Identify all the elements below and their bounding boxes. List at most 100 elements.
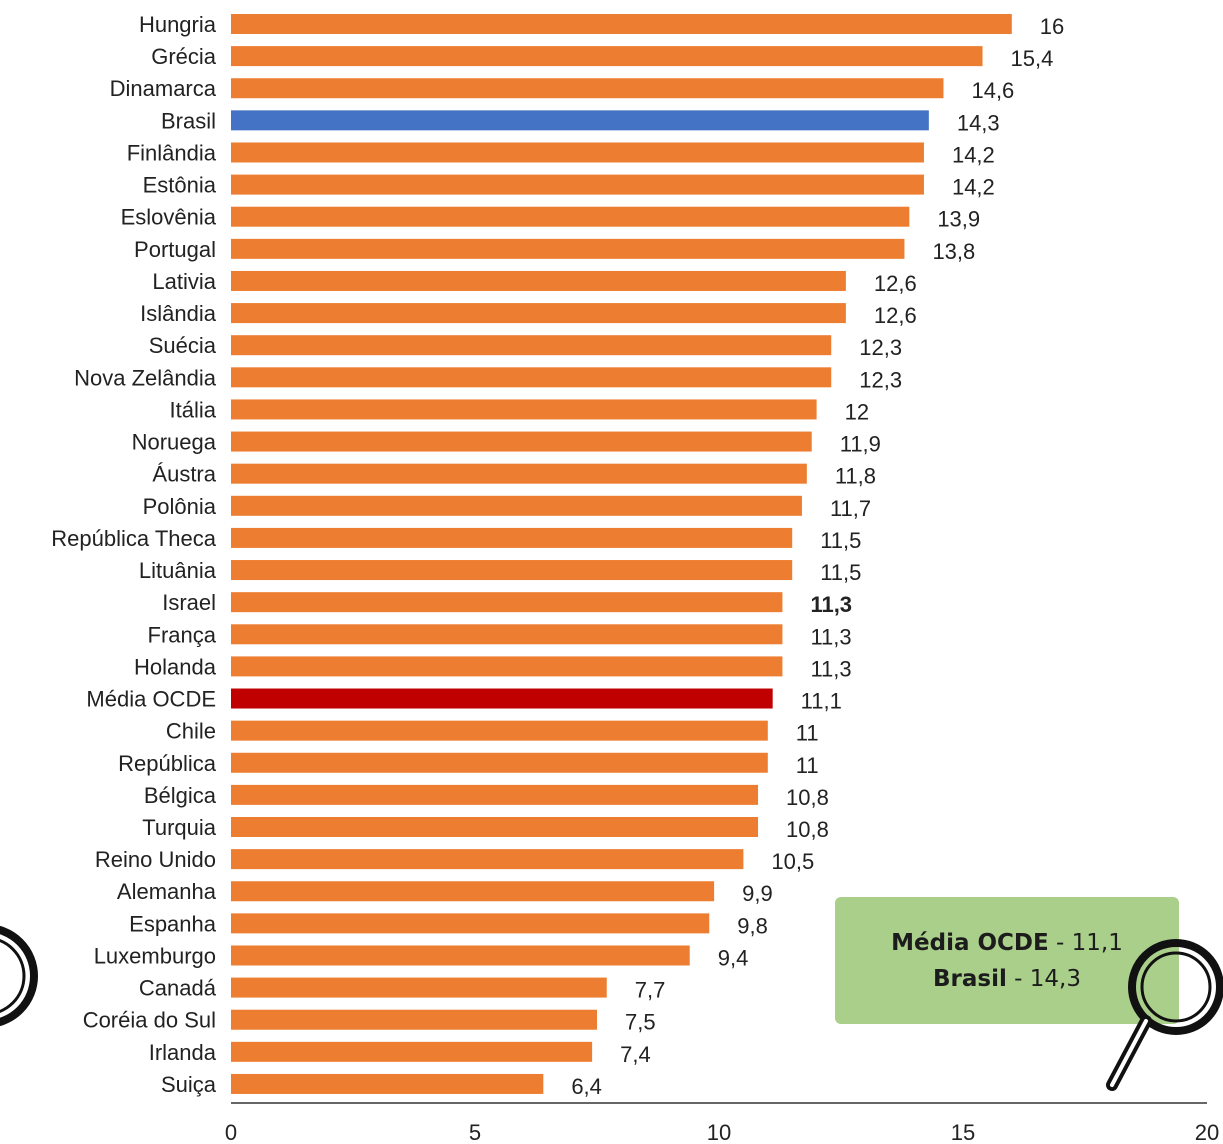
bar-25: [231, 817, 759, 837]
bar-8: [231, 270, 846, 291]
value-label: 7,4: [620, 1042, 651, 1067]
bar-1: [231, 46, 983, 67]
category-label: Hungria: [139, 12, 217, 37]
bar-26: [231, 849, 744, 870]
category-label: Luxemburgo: [94, 943, 216, 968]
category-label: Brasil: [161, 108, 216, 133]
bar-18: [231, 592, 783, 613]
bar-11: [231, 367, 832, 388]
category-label: Eslovênia: [121, 205, 217, 230]
value-label: 7,7: [635, 978, 666, 1003]
value-label: 11,3: [810, 592, 852, 617]
bar-23: [231, 752, 768, 773]
bar-17: [231, 560, 793, 581]
category-labels-group: Hungria Grécia Dinamarca Brasil Finlândia Est…: [51, 12, 216, 1097]
bar-15: [231, 495, 802, 516]
bar-21: [231, 688, 773, 709]
bar-12: [231, 399, 817, 420]
value-label: 9,9: [742, 881, 773, 906]
category-label: Grécia: [151, 44, 217, 69]
x-tick-label: 20: [1195, 1120, 1219, 1144]
category-label: Islândia: [140, 301, 217, 326]
category-label: Dinamarca: [110, 76, 217, 101]
value-label: 6,4: [571, 1074, 602, 1099]
category-label: Reino Unido: [95, 847, 216, 872]
value-label: 11: [796, 753, 819, 778]
value-label: 11: [796, 721, 819, 746]
x-tick-label: 10: [707, 1120, 731, 1144]
bar-7: [231, 238, 905, 259]
x-tick-label: 0: [225, 1120, 237, 1144]
bar-10: [231, 335, 832, 356]
bar-28: [231, 913, 710, 934]
value-label: 10,8: [786, 785, 829, 810]
x-tick-label: 5: [469, 1120, 481, 1144]
bars-group: [231, 14, 1012, 1094]
value-label: 16: [1040, 14, 1064, 39]
value-label: 10,8: [786, 817, 829, 842]
value-label: 9,8: [737, 913, 768, 938]
value-label: 11,5: [820, 528, 861, 553]
bar-31: [231, 1009, 597, 1030]
value-label: 12,6: [874, 303, 917, 328]
bar-6: [231, 206, 910, 227]
category-label: Bélgica: [144, 783, 217, 808]
bar-24: [231, 784, 759, 805]
value-label: 12,6: [874, 271, 917, 296]
category-label: Canadá: [139, 976, 217, 1001]
value-label: 9,4: [718, 945, 749, 970]
callout-brasil-value: - 14,3: [1006, 965, 1081, 992]
callout-ocde-value: - 11,1: [1048, 929, 1123, 956]
category-label: Estônia: [143, 173, 217, 198]
category-label: Nova Zelândia: [74, 365, 217, 390]
callout-line-brasil: Brasil - 14,3: [933, 961, 1081, 997]
bar-3: [231, 110, 929, 131]
category-label: República Theca: [51, 526, 216, 551]
category-label: Finlândia: [127, 140, 217, 165]
category-label: Israel: [162, 590, 216, 615]
category-label: Suiça: [161, 1072, 217, 1097]
category-label: Noruega: [132, 430, 217, 455]
category-label: Lituânia: [139, 558, 217, 583]
category-label: Suécia: [149, 333, 217, 358]
value-labels-group: 16 15,4 14,6 14,3 14,2 14,2 13,9 13,8 12,6 12,6 12…: [571, 14, 1064, 1099]
bar-29: [231, 945, 690, 966]
category-label: Espanha: [129, 911, 217, 936]
value-label: 10,5: [771, 849, 814, 874]
bar-14: [231, 463, 807, 484]
value-label: 12,3: [859, 367, 902, 392]
callout-ocde-label: Média OCDE: [891, 929, 1049, 956]
bar-9: [231, 303, 846, 324]
bar-32: [231, 1041, 593, 1062]
value-label: 12: [845, 399, 869, 424]
value-label: 11,7: [830, 496, 871, 521]
category-label: Alemanha: [117, 879, 217, 904]
value-label: 11,9: [840, 432, 881, 457]
value-label: 14,3: [957, 110, 1000, 135]
category-label: Polônia: [143, 494, 217, 519]
value-label: 11,5: [820, 560, 861, 585]
category-label: Itália: [170, 397, 217, 422]
value-label: 14,2: [952, 142, 995, 167]
category-label: Irlanda: [149, 1040, 217, 1065]
x-axis-ticks-group: 0 5 10 15 20: [225, 1120, 1219, 1144]
bar-16: [231, 527, 793, 548]
category-label: Portugal: [134, 237, 216, 262]
category-label: Chile: [166, 719, 216, 744]
bar-13: [231, 431, 812, 452]
bar-2: [231, 78, 944, 99]
bar-27: [231, 881, 715, 902]
bar-4: [231, 142, 924, 163]
value-label: 12,3: [859, 335, 902, 360]
bar-0: [231, 14, 1012, 34]
bar-5: [231, 174, 924, 195]
category-label: Lativia: [152, 269, 216, 294]
value-label: 14,2: [952, 175, 995, 200]
value-label: 7,5: [625, 1010, 656, 1035]
callout-brasil-label: Brasil: [933, 965, 1007, 992]
value-label: 15,4: [1011, 46, 1054, 71]
bar-19: [231, 624, 783, 645]
bar-22: [231, 720, 768, 741]
category-label: Média OCDE: [86, 687, 216, 712]
callout-line-ocde: Média OCDE - 11,1: [891, 925, 1123, 961]
